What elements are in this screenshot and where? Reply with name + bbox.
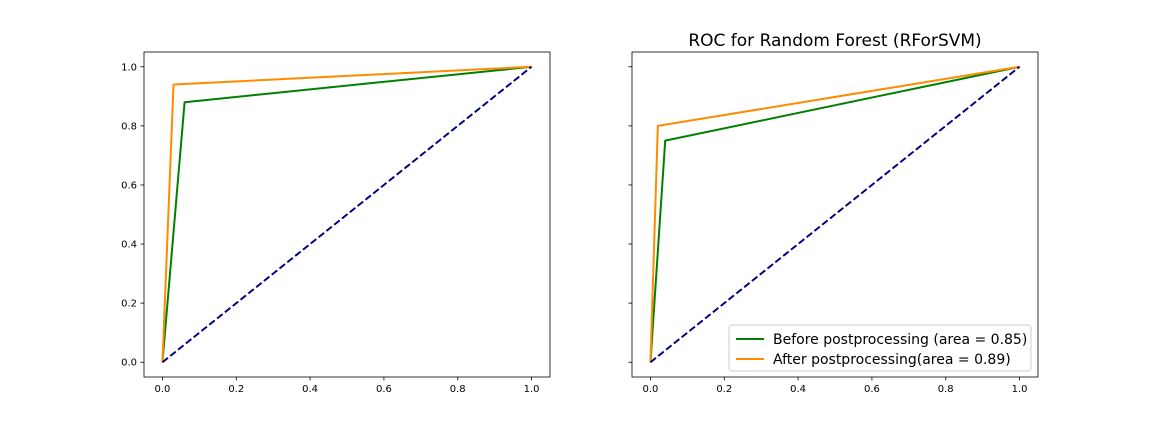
legend-box: [728, 324, 1032, 372]
roc-chart-right: 0.0 0.2 0.4 0.6 0.8 1.0 ROC for Random Forest …: [628, 31, 1039, 395]
x-tick-label: 0.0: [155, 384, 171, 395]
x-tick-label: 0.8: [938, 384, 954, 395]
x-tick-label: 0.2: [716, 384, 732, 395]
roc-curve-1: [161, 65, 532, 363]
roc-chart-left: 0.0 0.2 0.4 0.6 0.8 1.0 0.0 0.2 0.4 0.6 0.8 1.0: [121, 51, 551, 395]
x-tick-label: 0.8: [450, 384, 466, 395]
y-tick-label: 0.4: [121, 240, 137, 251]
chart-title: ROC for Random Forest (RForSVM): [688, 31, 981, 51]
legend-label: Before postprocessing (area = 0.85): [773, 332, 1027, 348]
axes-frame: [143, 51, 551, 378]
y-tick-label: 0.2: [121, 299, 137, 310]
y-tick-label: 1.0: [121, 62, 137, 73]
x-tick-label: 0.4: [302, 384, 318, 395]
axes-frame: [631, 51, 1039, 378]
y-tick-label: 0.6: [121, 180, 137, 191]
x-tick-label: 0.0: [643, 384, 659, 395]
diagonal-reference-line: [649, 65, 1021, 364]
x-tick-label: 0.6: [376, 384, 392, 395]
y-tick-label: 0.8: [121, 121, 137, 132]
x-tick-label: 0.2: [228, 384, 244, 395]
y-tick-label: 0.0: [121, 358, 137, 369]
x-tick-label: 0.6: [864, 384, 880, 395]
roc-curve-1: [649, 65, 1020, 363]
x-tick-label: 1.0: [1012, 384, 1028, 395]
diagonal-reference-line: [161, 65, 533, 364]
x-tick-label: 1.0: [524, 384, 540, 395]
roc-curve-2: [161, 65, 532, 363]
x-tick-label: 0.4: [790, 384, 806, 395]
roc-curve-2: [649, 65, 1020, 363]
legend-label: After postprocessing(area = 0.89): [773, 352, 1011, 368]
